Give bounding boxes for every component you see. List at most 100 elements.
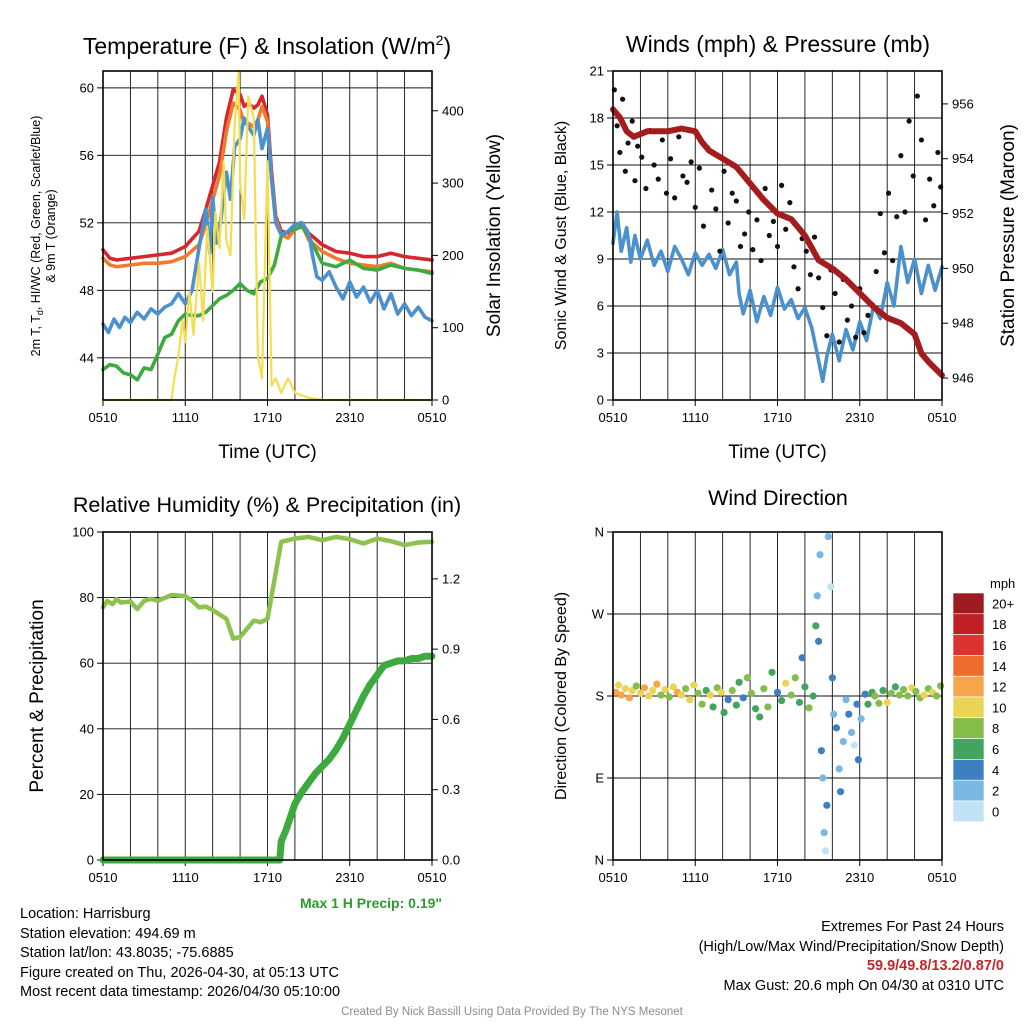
gust-point — [667, 156, 674, 162]
gust-point — [914, 93, 920, 99]
y-axis-label-left: Direction (Colored By Speed) — [553, 592, 570, 800]
gust-point — [816, 275, 822, 281]
y-tick-label-right: 956 — [952, 96, 974, 111]
gust-point — [807, 272, 814, 278]
latlon-text: Station lat/lon: 43.8035; -75.6885 — [20, 945, 234, 961]
direction-point — [735, 678, 743, 686]
y-axis-label-right: Station Pressure (Maroon) — [998, 124, 1019, 347]
x-tick-label: 1110 — [172, 410, 199, 425]
direction-point — [864, 700, 872, 708]
direction-point — [665, 693, 673, 701]
y-tick-label-right: 100 — [442, 320, 464, 335]
x-tick-label: 1110 — [682, 870, 709, 885]
series-td — [101, 224, 434, 382]
direction-point — [883, 698, 891, 706]
direction-point — [617, 691, 625, 699]
direction-point — [760, 685, 768, 693]
gust-point — [746, 209, 752, 215]
y-tick-label-right: 200 — [442, 248, 464, 263]
x-tick-label: 0510 — [928, 870, 957, 885]
legend-swatch — [952, 717, 985, 739]
y-tick-label: 40 — [80, 721, 94, 736]
direction-point — [861, 690, 869, 698]
gust-point — [927, 176, 933, 182]
credit-text: Created By Nick Bassill Using Data Provi… — [341, 1006, 683, 1018]
title-part: Temperature (F) & Insolation (W/m — [83, 33, 436, 59]
gust-point — [659, 137, 665, 143]
gust-point — [803, 248, 809, 254]
legend-label: 6 — [992, 742, 999, 757]
direction-point — [801, 683, 809, 691]
y-tick-label: 9 — [597, 252, 604, 267]
legend-label: 10 — [992, 700, 1006, 715]
gust-point — [832, 290, 838, 297]
direction-point — [900, 686, 908, 694]
direction-point — [817, 747, 825, 755]
series-sonic-wind — [611, 210, 944, 384]
y-tick-label: 0 — [597, 393, 604, 408]
y-tick-label: 21 — [590, 64, 604, 79]
direction-point — [815, 637, 823, 645]
series-relative-humidity — [100, 534, 435, 641]
gust-point — [721, 168, 727, 174]
direction-point — [847, 728, 856, 737]
plot-frame — [612, 70, 943, 401]
gust-point — [680, 173, 686, 179]
x-tick-label: 0510 — [89, 410, 118, 425]
direction-point — [839, 737, 847, 746]
direction-point — [682, 685, 690, 693]
gust-point — [922, 217, 929, 223]
x-tick-label: 0510 — [89, 870, 118, 885]
gust-point — [742, 231, 748, 237]
x-tick-label: 1710 — [763, 870, 792, 885]
gust-point — [709, 187, 715, 193]
recent-text: Most recent data timestamp: 2026/04/30 0… — [20, 984, 341, 1000]
gust-point — [733, 198, 739, 204]
direction-point — [853, 700, 861, 708]
y-tick-label: N — [595, 525, 604, 540]
elevation-text: Station elevation: 494.69 m — [20, 925, 196, 942]
y-label-subscript: d — [35, 310, 45, 315]
y-tick-label: 6 — [597, 299, 604, 314]
direction-point — [805, 704, 813, 712]
gust-point — [774, 243, 781, 250]
direction-point — [636, 689, 645, 697]
x-tick-label: 1110 — [172, 870, 199, 885]
y-tick-label: 0 — [87, 853, 94, 868]
y-tick-label-right: 0.3 — [442, 782, 460, 797]
legend-label: 0 — [992, 804, 999, 819]
series-hi-wc — [101, 116, 434, 335]
gust-point — [629, 118, 635, 124]
gust-point — [754, 217, 760, 223]
y-tick-label-right: 950 — [952, 261, 974, 276]
y-tick-label-right: 0.6 — [442, 712, 460, 727]
legend-swatch — [952, 738, 985, 760]
direction-point — [768, 668, 776, 676]
direction-point — [830, 710, 838, 718]
gust-point — [877, 210, 883, 217]
direction-point — [677, 691, 686, 699]
gust-point — [639, 154, 645, 160]
gust-point — [737, 243, 744, 250]
gust-point — [729, 190, 735, 196]
legend-swatch — [952, 800, 985, 823]
gust-point — [890, 257, 896, 264]
gust-point — [762, 185, 768, 192]
direction-point — [819, 774, 827, 782]
direction-point — [657, 691, 665, 699]
direction-point — [782, 679, 790, 687]
gust-point — [787, 200, 793, 206]
direction-point — [764, 703, 772, 711]
chart-dir: N E S W N 0510 1110 1710 2310 0510 mph 20+ 18 16 14 12 1… — [553, 486, 1015, 885]
direction-point — [871, 692, 879, 700]
legend-label: 20+ — [992, 596, 1014, 611]
direction-point — [821, 847, 830, 855]
direction-point — [891, 683, 899, 691]
legend-swatch — [952, 592, 985, 615]
gust-point — [632, 178, 638, 184]
legend-swatch — [952, 613, 985, 635]
legend-label: 2 — [992, 784, 999, 799]
y-tick-label-right: 0 — [442, 393, 449, 408]
y-tick-label-right: 948 — [952, 316, 974, 331]
direction-point — [739, 694, 747, 702]
